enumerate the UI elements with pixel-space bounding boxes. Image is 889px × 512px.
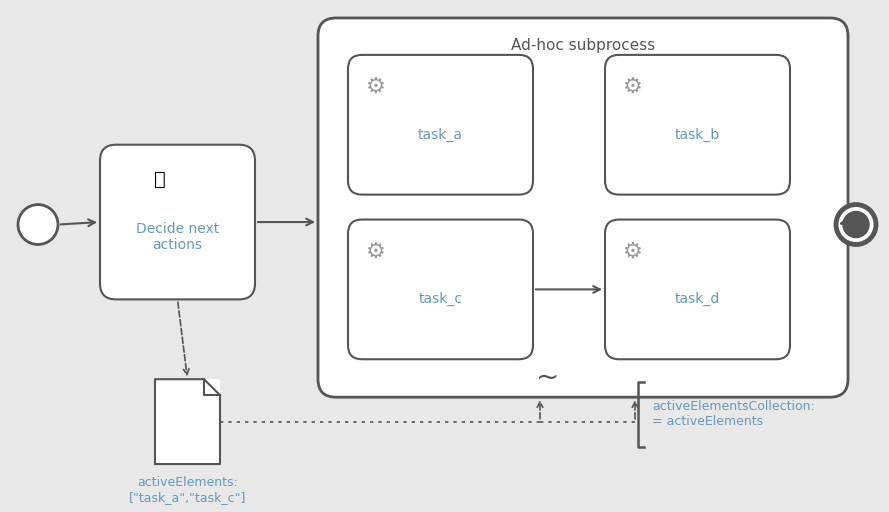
Bar bbox=[155, 379, 220, 464]
FancyBboxPatch shape bbox=[318, 18, 848, 397]
Text: task_a: task_a bbox=[418, 127, 463, 142]
Circle shape bbox=[836, 205, 876, 245]
Circle shape bbox=[18, 205, 58, 245]
Circle shape bbox=[843, 211, 869, 238]
Text: Decide next
actions: Decide next actions bbox=[136, 222, 219, 252]
Text: ⚙: ⚙ bbox=[623, 77, 643, 97]
Text: ⚙: ⚙ bbox=[623, 242, 643, 262]
Text: task_d: task_d bbox=[675, 292, 720, 307]
FancyBboxPatch shape bbox=[348, 55, 533, 195]
Text: activeElements:
["task_a","task_c"]: activeElements: ["task_a","task_c"] bbox=[129, 476, 246, 504]
FancyBboxPatch shape bbox=[605, 55, 790, 195]
FancyBboxPatch shape bbox=[100, 145, 255, 300]
Text: activeElementsCollection:
= activeElements: activeElementsCollection: = activeElemen… bbox=[652, 400, 814, 428]
FancyBboxPatch shape bbox=[605, 220, 790, 359]
Text: ⚙: ⚙ bbox=[366, 242, 386, 262]
Text: task_c: task_c bbox=[419, 292, 462, 307]
Text: ~: ~ bbox=[536, 363, 560, 391]
FancyBboxPatch shape bbox=[348, 220, 533, 359]
Text: task_b: task_b bbox=[675, 127, 720, 142]
Text: 🧍: 🧍 bbox=[154, 170, 165, 189]
Text: Ad-hoc subprocess: Ad-hoc subprocess bbox=[511, 38, 655, 53]
Text: ⚙: ⚙ bbox=[366, 77, 386, 97]
